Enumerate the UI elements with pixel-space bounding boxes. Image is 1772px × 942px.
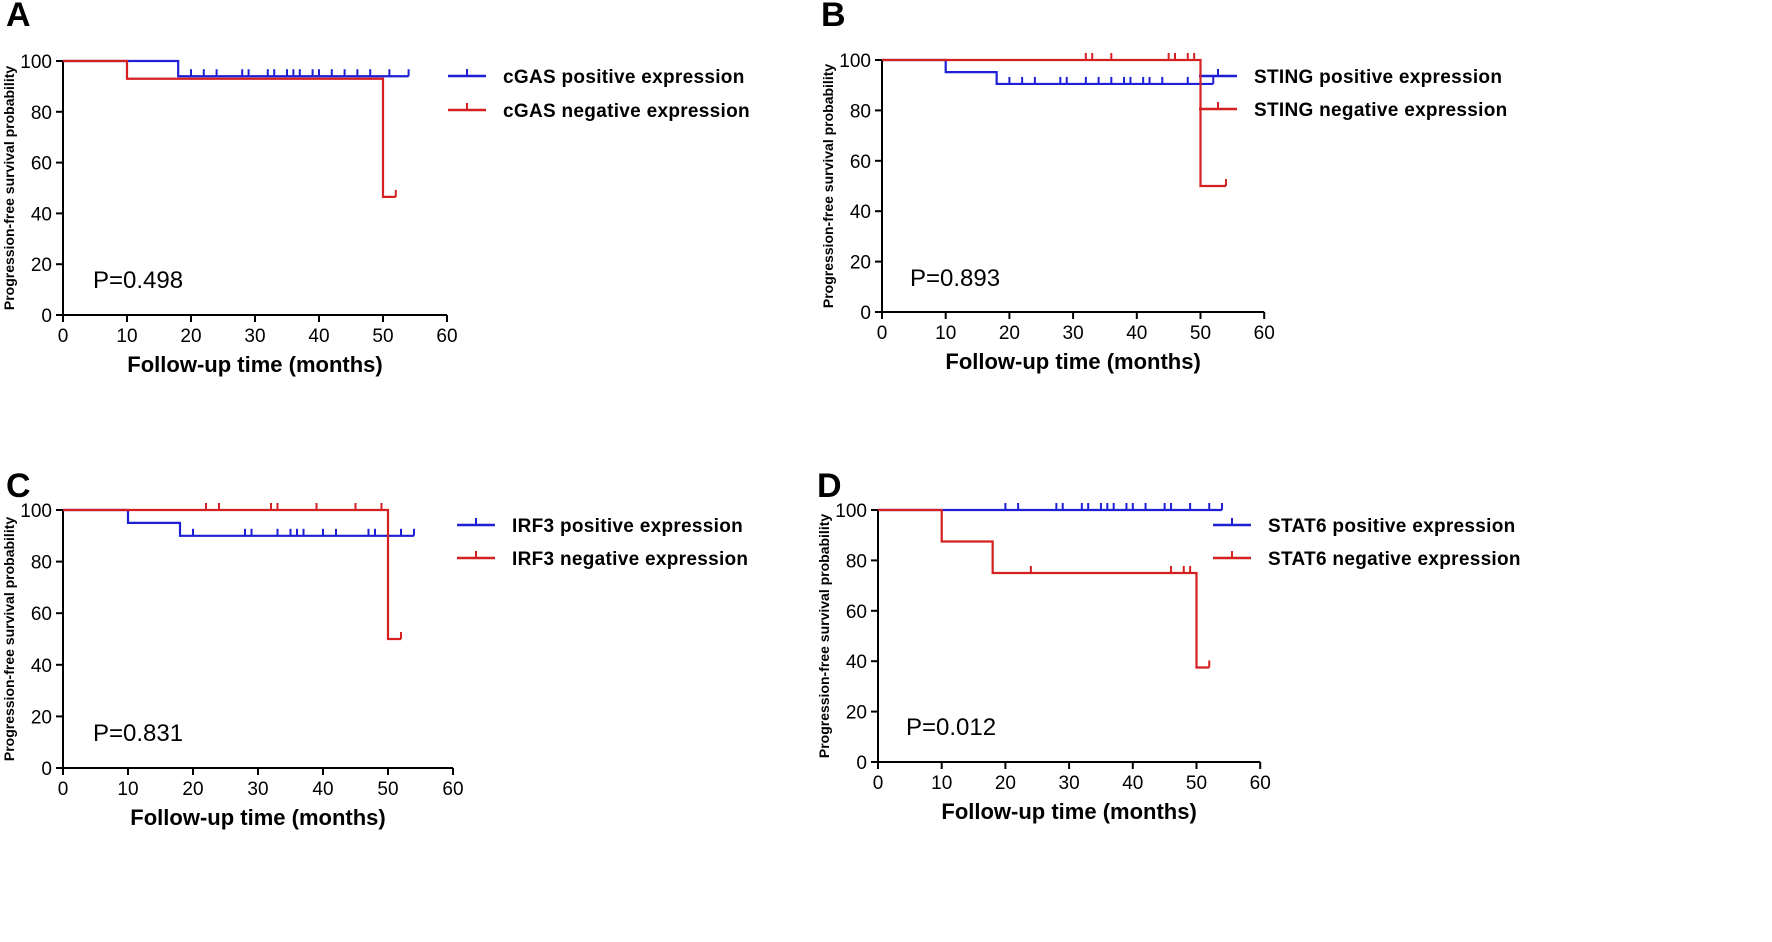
panel-label: A (6, 0, 31, 34)
y-tick-label: 100 (20, 52, 52, 73)
x-tick-label: 60 (1250, 773, 1271, 794)
panel-c: C 0 10 20 30 40 50 60 0 20 40 60 80 100 Follow-up time… (0, 467, 886, 942)
panel-b: B 0 10 20 30 40 50 60 0 20 40 60 80 100 Follow-up time… (819, 0, 1705, 471)
km-curve-positive (882, 58, 1214, 86)
x-axis-title: Follow-up time (months) (941, 799, 1196, 824)
legend-label: STING positive expression (1254, 67, 1502, 88)
x-tick-label: 50 (1190, 323, 1211, 344)
x-tick-label: 30 (1059, 773, 1080, 794)
x-tick-label: 10 (931, 773, 952, 794)
y-tick-label: 60 (31, 154, 52, 175)
y-tick-label: 0 (856, 753, 867, 774)
y-tick-label: 60 (850, 152, 871, 173)
x-tick-label: 30 (1063, 323, 1084, 344)
km-chart-b: B 0 10 20 30 40 50 60 0 20 40 60 80 100 Follow-up time… (820, 0, 1508, 374)
y-tick-label: 20 (846, 703, 867, 724)
y-axis-title: Progression-free survival probability (820, 64, 836, 309)
km-chart-c: C 0 10 20 30 40 50 60 0 20 40 60 80 100 Follow-up time… (1, 467, 748, 830)
km-curve-negative (882, 58, 1226, 188)
y-tick-label: 80 (31, 103, 52, 124)
y-tick-label: 100 (20, 501, 52, 522)
x-tick-label: 40 (1126, 323, 1147, 344)
y-tick-label: 40 (850, 202, 871, 223)
y-tick-label: 100 (835, 501, 867, 522)
y-tick-label: 20 (31, 255, 52, 276)
x-axis-title: Follow-up time (months) (945, 349, 1200, 374)
x-tick-label: 20 (999, 323, 1020, 344)
x-tick-label: 20 (995, 773, 1016, 794)
x-tick-label: 0 (58, 326, 69, 347)
y-tick-label: 40 (31, 656, 52, 677)
y-axis-title: Progression-free survival probability (816, 514, 832, 759)
y-tick-label: 0 (41, 759, 52, 780)
panel-label: D (817, 467, 842, 505)
y-tick-label: 0 (41, 306, 52, 327)
y-tick-label: 0 (860, 303, 871, 324)
legend-label: cGAS positive expression (503, 67, 745, 88)
x-tick-label: 20 (182, 779, 203, 800)
x-tick-label: 50 (377, 779, 398, 800)
km-curve-negative (63, 508, 401, 641)
x-tick-label: 50 (1186, 773, 1207, 794)
y-tick-label: 100 (839, 51, 871, 72)
y-axis-title: Progression-free survival probability (1, 66, 17, 311)
y-tick-label: 20 (850, 253, 871, 274)
x-tick-label: 30 (247, 779, 268, 800)
x-tick-label: 60 (436, 326, 457, 347)
x-tick-label: 60 (1254, 323, 1275, 344)
p-value: P=0.012 (906, 714, 996, 741)
panel-label: C (6, 467, 31, 505)
x-tick-label: 0 (873, 773, 884, 794)
x-tick-label: 40 (308, 326, 329, 347)
x-tick-label: 60 (442, 779, 463, 800)
legend-label: IRF3 positive expression (512, 516, 743, 537)
y-tick-label: 40 (846, 652, 867, 673)
y-tick-label: 20 (31, 707, 52, 728)
y-tick-label: 60 (31, 604, 52, 625)
x-axis-title: Follow-up time (months) (127, 352, 382, 377)
x-tick-label: 40 (1122, 773, 1143, 794)
x-tick-label: 0 (877, 323, 888, 344)
km-chart-d: D 0 10 20 30 40 50 60 0 20 40 60 80 100 Follow-up time… (816, 467, 1521, 824)
y-tick-label: 40 (31, 204, 52, 225)
x-tick-label: 40 (312, 779, 333, 800)
km-curve-negative (878, 508, 1210, 669)
panel-d: D 0 10 20 30 40 50 60 0 20 40 60 80 100 Follow-up time… (815, 467, 1701, 942)
legend-label: STAT6 negative expression (1268, 549, 1521, 570)
legend-label: STING negative expression (1254, 100, 1508, 121)
x-tick-label: 20 (180, 326, 201, 347)
x-tick-label: 0 (58, 779, 69, 800)
x-tick-label: 50 (372, 326, 393, 347)
p-value: P=0.498 (93, 267, 183, 294)
p-value: P=0.893 (910, 265, 1000, 292)
x-tick-label: 10 (117, 779, 138, 800)
x-tick-label: 30 (244, 326, 265, 347)
p-value: P=0.831 (93, 720, 183, 747)
y-tick-label: 80 (850, 101, 871, 122)
legend-label: cGAS negative expression (503, 101, 750, 122)
km-curve-negative (63, 59, 396, 198)
x-tick-label: 10 (116, 326, 137, 347)
panel-a: A 0 10 20 30 40 50 60 0 20 40 60 80 100 Follow-up time… (0, 0, 886, 471)
legend-label: IRF3 negative expression (512, 549, 748, 570)
km-curve-positive (63, 508, 414, 537)
km-chart-a: A 0 10 20 30 40 50 60 0 20 40 60 80 100 Follow-up time… (1, 0, 750, 377)
y-tick-label: 60 (846, 602, 867, 623)
x-axis-title: Follow-up time (months) (130, 805, 385, 830)
y-axis-title: Progression-free survival probability (1, 517, 17, 762)
y-tick-label: 80 (846, 551, 867, 572)
legend-label: STAT6 positive expression (1268, 516, 1516, 537)
y-tick-label: 80 (31, 553, 52, 574)
panel-label: B (821, 0, 846, 34)
x-tick-label: 10 (935, 323, 956, 344)
